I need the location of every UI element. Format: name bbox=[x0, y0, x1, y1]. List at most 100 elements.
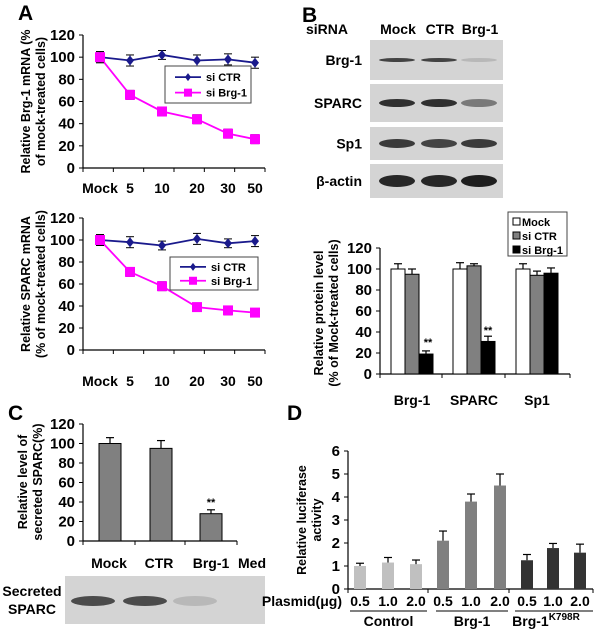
dose-label: 0.5 bbox=[350, 593, 370, 609]
group-label: Control bbox=[364, 613, 414, 629]
blot-band bbox=[461, 175, 497, 187]
y-tick-label: 0 bbox=[67, 160, 75, 177]
x-tick-label: 30 bbox=[220, 373, 236, 389]
data-point bbox=[250, 134, 260, 145]
data-point bbox=[223, 128, 233, 139]
y-tick-label: 120 bbox=[50, 416, 75, 433]
bar bbox=[354, 566, 366, 589]
bar bbox=[149, 447, 173, 542]
bar bbox=[494, 485, 506, 589]
blot-band bbox=[379, 58, 415, 62]
x-tick-label: Mock bbox=[82, 373, 118, 389]
y-tick-label: 80 bbox=[355, 282, 372, 299]
x-tick-label: Med bbox=[238, 555, 266, 571]
blot-row-label: SPARC bbox=[314, 95, 362, 111]
y-tick-label: 60 bbox=[58, 475, 75, 492]
x-tick-label: 50 bbox=[247, 180, 263, 196]
legend-label: Mock bbox=[522, 217, 551, 229]
y-tick-label: 120 bbox=[50, 27, 75, 44]
x-tick-label: 20 bbox=[189, 373, 205, 389]
panel-label-b: B bbox=[302, 4, 317, 27]
dose-label: 1.0 bbox=[543, 593, 563, 609]
y-tick-label: 40 bbox=[58, 494, 75, 511]
data-point bbox=[157, 281, 167, 292]
x-tick-label: 30 bbox=[220, 180, 236, 196]
group-label: Brg-1 bbox=[454, 613, 491, 629]
data-point bbox=[193, 233, 201, 244]
legend-marker bbox=[190, 262, 196, 271]
bar bbox=[404, 273, 420, 375]
panel-label-c: C bbox=[8, 402, 23, 425]
legend: si CTR si Brg-1 bbox=[169, 256, 259, 291]
y-tick-label: 40 bbox=[58, 116, 75, 133]
series-si-brg-1 bbox=[95, 51, 260, 145]
blot-band bbox=[173, 596, 217, 606]
blot-row bbox=[370, 127, 503, 160]
blot-band bbox=[421, 99, 457, 107]
y-tick-label: 5 bbox=[332, 466, 340, 483]
blot-band bbox=[421, 139, 457, 148]
data-point bbox=[224, 238, 232, 249]
blot-row-label: β-actin bbox=[316, 173, 362, 189]
blot-band bbox=[461, 99, 497, 107]
x-tick-label: 5 bbox=[126, 373, 134, 389]
dose-label: 2.0 bbox=[406, 593, 426, 609]
significance-marker: ** bbox=[484, 325, 493, 337]
y-axis-label: Relative SPARC mRNA bbox=[19, 216, 33, 352]
lane-label: Mock bbox=[380, 21, 416, 37]
y-tick-label: 60 bbox=[58, 276, 75, 293]
bar bbox=[410, 564, 422, 589]
y-tick-label: 0 bbox=[364, 366, 372, 383]
data-point bbox=[157, 106, 167, 117]
y-tick-label: 100 bbox=[50, 49, 75, 66]
data-point bbox=[193, 55, 201, 66]
x-tick-label: Brg-1 bbox=[394, 392, 431, 408]
group-label: Brg-1K798R bbox=[512, 612, 580, 629]
bar bbox=[199, 513, 223, 542]
x-tick-label: SPARC bbox=[450, 392, 498, 408]
legend-label: si CTR bbox=[206, 72, 241, 84]
y-tick-label: 40 bbox=[355, 324, 372, 341]
data-point bbox=[250, 307, 260, 318]
x-axis-label: Plasmid(μg) bbox=[262, 593, 342, 609]
y-tick-label: 4 bbox=[332, 489, 341, 506]
bar bbox=[465, 501, 477, 589]
data-point bbox=[192, 114, 202, 125]
data-point bbox=[192, 302, 202, 313]
data-point bbox=[223, 305, 233, 316]
y-tick-label: 100 bbox=[347, 261, 372, 278]
dose-label: 2.0 bbox=[490, 593, 510, 609]
bar bbox=[480, 340, 496, 375]
y-axis-label: Relative Brg-1 mRNA (% bbox=[19, 29, 33, 173]
bar bbox=[437, 540, 449, 589]
dose-label: 2.0 bbox=[570, 593, 590, 609]
data-point bbox=[224, 54, 232, 65]
dose-label: 1.0 bbox=[461, 593, 481, 609]
blot-band bbox=[71, 596, 115, 606]
y-axis-label: (% of mock-treated cells) bbox=[34, 210, 48, 358]
y-tick-label: 2 bbox=[332, 535, 340, 552]
dose-label: 0.5 bbox=[433, 593, 453, 609]
data-point bbox=[95, 235, 105, 245]
dose-label: 1.0 bbox=[378, 593, 398, 609]
y-tick-label: 0 bbox=[67, 342, 75, 359]
x-tick-label: 10 bbox=[154, 180, 170, 196]
x-tick-label: Brg-1 bbox=[193, 555, 230, 571]
significance-marker: ** bbox=[424, 337, 433, 349]
bar bbox=[515, 268, 531, 375]
legend-box bbox=[164, 65, 252, 104]
y-tick-label: 100 bbox=[50, 232, 75, 249]
y-tick-label: 0 bbox=[67, 533, 75, 550]
y-tick-label: 40 bbox=[58, 298, 75, 315]
x-tick-label: 5 bbox=[126, 180, 134, 196]
x-tick-label: CTR bbox=[145, 555, 174, 571]
blot-band bbox=[421, 58, 457, 62]
lane-label: CTR bbox=[426, 21, 455, 37]
y-tick-label: 6 bbox=[332, 443, 340, 460]
bar bbox=[521, 560, 533, 589]
dose-label: 0.5 bbox=[517, 593, 537, 609]
y-tick-label: 0 bbox=[332, 581, 340, 598]
y-axis-label: Relative protein level bbox=[312, 250, 326, 375]
y-tick-label: 20 bbox=[58, 320, 75, 337]
y-axis-label: of mock-treated cells) bbox=[34, 37, 48, 166]
